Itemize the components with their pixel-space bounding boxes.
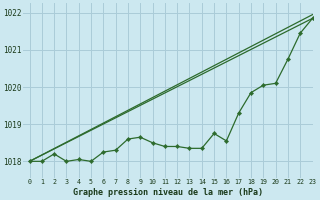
X-axis label: Graphe pression niveau de la mer (hPa): Graphe pression niveau de la mer (hPa) xyxy=(73,188,263,197)
